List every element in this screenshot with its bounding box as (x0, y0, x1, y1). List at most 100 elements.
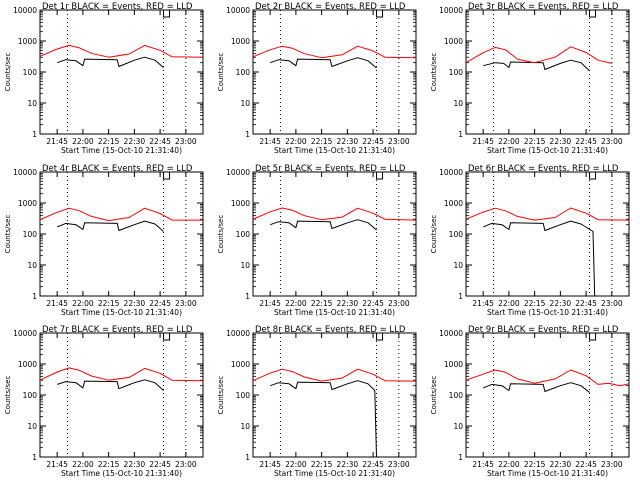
saa-marker (376, 333, 384, 341)
x-tick-label: 21:45 (472, 460, 494, 469)
y-tick-label: 10 (27, 99, 37, 108)
events-series-line (483, 220, 596, 297)
y-tick-label: 1000 (444, 360, 463, 369)
x-tick-label: 22:30 (337, 299, 359, 308)
x-tick-label: 21:45 (259, 299, 281, 308)
y-tick-label: 1 (458, 292, 463, 301)
plot-frame (39, 171, 204, 297)
y-tick-label: 1000 (18, 360, 37, 369)
y-axis-label: Counts/sec (217, 53, 225, 92)
x-tick-label: 22:00 (285, 299, 307, 308)
x-tick-label: 22:15 (98, 460, 120, 469)
x-tick-label: 22:00 (285, 137, 307, 146)
plot-frame (465, 9, 630, 135)
x-tick-label: 23:00 (601, 137, 623, 146)
chart-panel: 1 10 100 1000 10000 21:45 22:00 22:15 22:30 22:45… (4, 164, 204, 317)
y-tick-label: 10 (453, 99, 463, 108)
y-tick-label: 100 (236, 230, 251, 239)
chart-title: Det 7r BLACK = Events, RED = LLD (42, 325, 193, 335)
y-tick-label: 10000 (226, 329, 250, 338)
x-tick-label: 22:45 (575, 299, 597, 308)
plot-frame (252, 9, 417, 135)
lld-series-line (39, 367, 204, 382)
events-series-line (270, 57, 377, 69)
lld-series-line (252, 45, 417, 59)
y-tick-label: 10000 (439, 168, 463, 177)
chart-title: Det 3r BLACK = Events, RED = LLD (468, 2, 619, 12)
y-tick-label: 100 (23, 230, 38, 239)
y-tick-label: 1000 (18, 199, 37, 208)
lld-series-line (465, 369, 630, 387)
chart-panel: 1 10 100 1000 10000 21:45 22:00 22:15 22:30 22:45… (4, 325, 204, 478)
x-tick-label: 23:00 (388, 137, 410, 146)
chart-panel: 1 10 100 1000 10000 21:45 22:00 22:15 22:30 22:45… (430, 2, 630, 155)
x-tick-label: 22:30 (337, 460, 359, 469)
x-tick-label: 22:15 (524, 299, 546, 308)
saa-marker (589, 333, 597, 341)
y-tick-label: 1000 (231, 37, 250, 46)
x-tick-label: 22:45 (575, 137, 597, 146)
x-tick-label: 22:15 (311, 299, 333, 308)
y-tick-label: 100 (236, 68, 251, 77)
y-tick-label: 10 (240, 422, 250, 431)
x-tick-label: 22:45 (149, 299, 171, 308)
x-tick-label: 21:45 (472, 137, 494, 146)
y-tick-label: 10 (27, 261, 37, 270)
x-tick-label: 23:00 (175, 299, 197, 308)
x-tick-label: 21:45 (472, 299, 494, 308)
y-tick-label: 10000 (226, 6, 250, 15)
plot-frame (252, 171, 417, 297)
chart-title: Det 9r BLACK = Events, RED = LLD (468, 325, 619, 335)
x-tick-label: 22:45 (149, 460, 171, 469)
x-tick-label: 22:15 (524, 460, 546, 469)
y-axis-label: Counts/sec (430, 53, 438, 92)
saa-marker (376, 10, 384, 18)
y-tick-label: 10 (453, 422, 463, 431)
lld-series-line (39, 44, 204, 58)
y-axis-label: Counts/sec (217, 376, 225, 415)
chart-panel: 1 10 100 1000 10000 21:45 22:00 22:15 22:30 22:45… (217, 325, 417, 478)
y-axis-label: Counts/sec (430, 376, 438, 415)
x-tick-label: 21:45 (259, 460, 281, 469)
plot-frame (39, 332, 204, 458)
chart-panel: 1 10 100 1000 10000 21:45 22:00 22:15 22:30 22:45… (217, 2, 417, 155)
x-tick-label: 21:45 (259, 137, 281, 146)
y-tick-label: 1 (245, 292, 250, 301)
x-tick-label: 23:00 (388, 299, 410, 308)
x-axis-label: Start Time (15-Oct-10 21:31:40) (61, 469, 182, 478)
x-tick-label: 22:00 (72, 299, 94, 308)
y-tick-label: 1000 (444, 37, 463, 46)
y-tick-label: 100 (449, 391, 464, 400)
x-tick-label: 22:30 (550, 460, 572, 469)
y-axis-label: Counts/sec (217, 215, 225, 254)
x-tick-label: 22:00 (72, 460, 94, 469)
x-tick-label: 23:00 (388, 460, 410, 469)
y-tick-label: 100 (23, 68, 38, 77)
x-tick-label: 22:00 (72, 137, 94, 146)
y-tick-label: 10 (27, 422, 37, 431)
x-axis-label: Start Time (15-Oct-10 21:31:40) (274, 146, 395, 155)
events-series-line (57, 379, 164, 391)
x-axis-label: Start Time (15-Oct-10 21:31:40) (274, 469, 395, 478)
chart-title: Det 5r BLACK = Events, RED = LLD (255, 164, 406, 174)
y-tick-label: 10000 (226, 168, 250, 177)
saa-marker (376, 172, 384, 180)
y-tick-label: 10 (240, 99, 250, 108)
plot-frame (39, 9, 204, 135)
chart-panel: 1 10 100 1000 10000 21:45 22:00 22:15 22:30 22:45… (4, 2, 204, 155)
y-tick-label: 1000 (18, 37, 37, 46)
y-tick-label: 1 (32, 453, 37, 462)
y-tick-label: 10000 (439, 329, 463, 338)
x-tick-label: 22:45 (362, 137, 384, 146)
chart-panel: 1 10 100 1000 10000 21:45 22:00 22:15 22:30 22:45… (430, 325, 630, 478)
y-tick-label: 10 (240, 261, 250, 270)
x-tick-label: 22:45 (362, 460, 384, 469)
x-tick-label: 22:15 (311, 137, 333, 146)
y-tick-label: 100 (23, 391, 38, 400)
x-tick-label: 23:00 (601, 299, 623, 308)
chart-panel: 1 10 100 1000 10000 21:45 22:00 22:15 22:30 22:45… (430, 164, 630, 317)
x-tick-label: 22:30 (550, 299, 572, 308)
y-tick-label: 1 (245, 453, 250, 462)
y-tick-label: 1000 (444, 199, 463, 208)
x-tick-label: 22:30 (124, 460, 146, 469)
